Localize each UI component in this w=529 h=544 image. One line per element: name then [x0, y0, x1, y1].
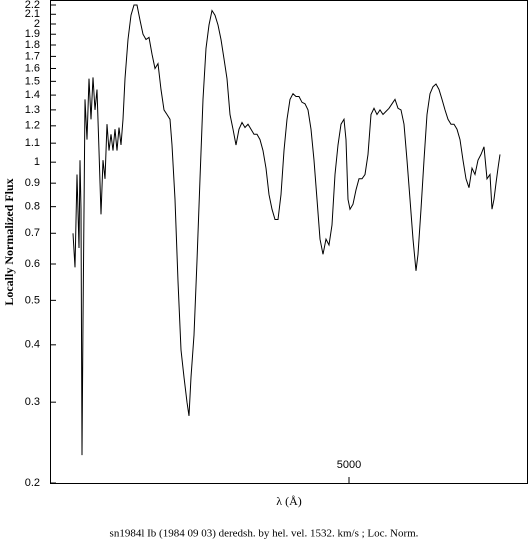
plot-frame	[50, 0, 528, 484]
y-tick-label: 1.4	[25, 89, 40, 101]
y-tick-label: 2.1	[25, 8, 40, 20]
spectrum-line	[72, 4, 501, 456]
y-tick-label: 0.5	[25, 294, 40, 306]
x-tick-label: 5000	[337, 459, 361, 471]
y-tick-label: 1.7	[25, 50, 40, 62]
y-tick-label: 2	[34, 18, 40, 30]
x-axis-label: λ (Å)	[276, 494, 301, 508]
y-tick-label: 0.3	[25, 396, 40, 408]
y-tick-label: 1.5	[25, 75, 40, 87]
y-tick-label: 1.9	[25, 28, 40, 40]
y-tick-label: 0.7	[25, 227, 40, 239]
y-tick-label: 0.6	[25, 258, 40, 270]
y-tick-label: 2.2	[25, 0, 40, 11]
y-tick-label: 1.1	[25, 137, 40, 149]
y-tick-label: 1.3	[25, 104, 40, 116]
y-tick-label: 0.9	[25, 177, 40, 189]
y-tick-label: 0.2	[25, 477, 40, 489]
y-tick-label: 0.8	[25, 201, 40, 213]
y-tick-label: 1.8	[25, 39, 40, 51]
y-tick-label: 1.6	[25, 62, 40, 74]
caption: sn1984l Ib (1984 09 03) deredsh. by hel.…	[110, 528, 419, 540]
y-axis-label: Locally Normalized Flux	[2, 178, 16, 305]
y-tick-label: 1.2	[25, 120, 40, 132]
y-tick-label: 1	[34, 156, 40, 168]
y-tick-label: 0.4	[25, 339, 40, 351]
